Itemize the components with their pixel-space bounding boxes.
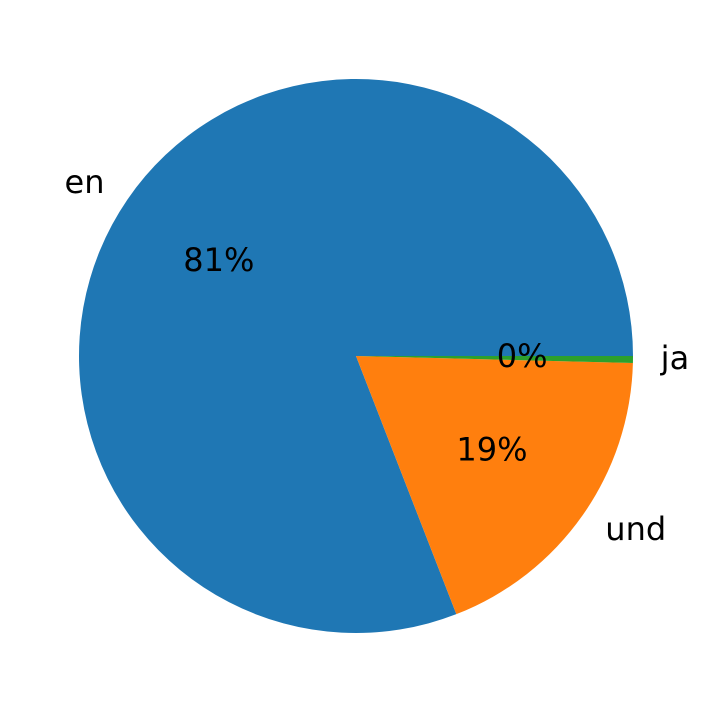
slice-label: en [65, 163, 105, 201]
slice-label: ja [660, 339, 690, 377]
pie-slice [356, 356, 633, 363]
pie-slice [356, 356, 633, 615]
slice-label: und [605, 510, 666, 548]
percent-label: 81% [183, 241, 254, 279]
percent-label: 19% [456, 431, 527, 469]
pie-slice [79, 79, 633, 634]
percent-label: 0% [497, 337, 548, 375]
